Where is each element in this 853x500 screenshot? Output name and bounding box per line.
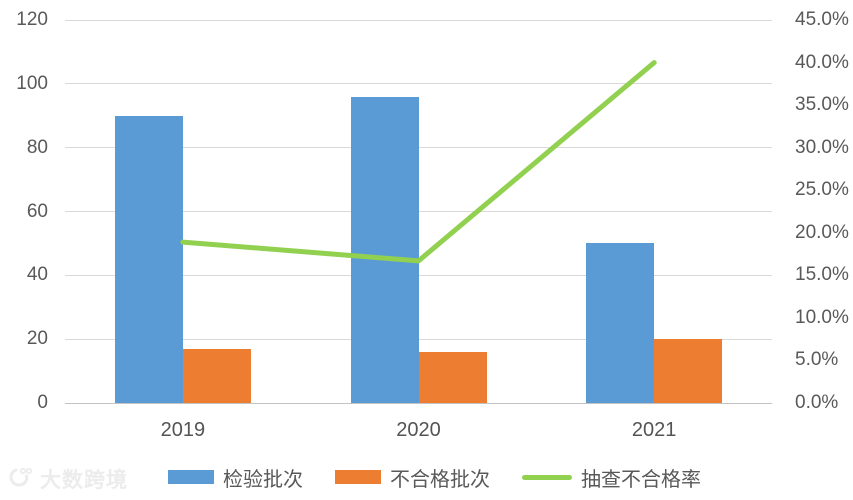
blue-bar-2021 xyxy=(586,243,655,403)
left-axis-tick-label: 20 xyxy=(26,328,48,350)
legend-item-failure-rate: 抽查不合格率 xyxy=(522,463,701,492)
left-axis-tick-label: 40 xyxy=(26,264,48,286)
legend-item-inspected-batches: 检验批次 xyxy=(168,463,303,492)
x-axis-label: 2020 xyxy=(396,419,441,441)
left-axis-tick-label: 120 xyxy=(16,9,48,30)
left-axis-tick-label: 80 xyxy=(26,136,48,158)
gridline xyxy=(65,211,772,212)
green-line-swatch-icon xyxy=(522,474,572,480)
legend: 检验批次 不合格批次 抽查不合格率 xyxy=(0,461,853,493)
right-axis-tick-label: 20.0% xyxy=(795,221,849,243)
legend-label: 抽查不合格率 xyxy=(581,468,701,491)
right-axis-tick-label: 0.0% xyxy=(795,392,839,413)
right-axis-tick-label: 40.0% xyxy=(795,51,849,73)
blue-bar-2020 xyxy=(350,96,419,403)
right-axis-tick-label: 10.0% xyxy=(795,306,849,328)
x-axis-line xyxy=(65,402,772,404)
blue-bar-2019 xyxy=(114,115,183,403)
right-axis-tick-label: 5.0% xyxy=(795,349,839,371)
x-axis-label: 2019 xyxy=(160,419,206,441)
gridline xyxy=(65,147,772,149)
watermark: 大数跨境 xyxy=(6,464,128,494)
orange-bar-swatch-icon xyxy=(335,470,381,484)
left-axis-tick-label: 100 xyxy=(16,72,48,94)
legend-label: 检验批次 xyxy=(223,468,303,491)
left-axis-tick-label: 0 xyxy=(37,392,48,413)
x-axis-label: 2021 xyxy=(631,419,677,441)
gridline xyxy=(65,338,772,340)
orange-bar-2019 xyxy=(182,348,251,403)
right-axis-tick-label: 45.0% xyxy=(795,9,849,30)
orange-bar-2020 xyxy=(418,351,487,403)
left-axis-tick-label: 60 xyxy=(26,200,48,222)
watermark-logo-icon xyxy=(9,467,33,487)
blue-bar-swatch-icon xyxy=(168,470,214,484)
right-axis-tick-label: 15.0% xyxy=(795,264,849,286)
right-axis-tick-label: 25.0% xyxy=(795,179,849,201)
legend-item-failed-batches: 不合格批次 xyxy=(335,463,490,492)
right-axis-tick-label: 30.0% xyxy=(795,136,849,158)
gridline xyxy=(65,274,772,276)
legend-label: 不合格批次 xyxy=(390,468,490,491)
rate-line-series xyxy=(180,60,657,264)
gridline xyxy=(65,83,772,85)
orange-bar-2021 xyxy=(654,339,723,403)
right-axis-tick-label: 35.0% xyxy=(795,94,849,116)
gridline xyxy=(65,19,772,21)
watermark-text: 大数跨境 xyxy=(40,469,128,492)
